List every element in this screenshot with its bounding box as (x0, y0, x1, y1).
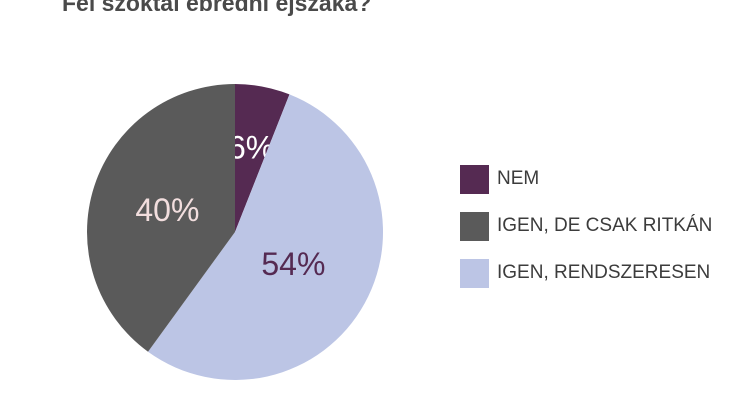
legend-label-igen-rendszeresen: IGEN, RENDSZERESEN (497, 262, 711, 283)
legend-item-igen-rendszeresen: IGEN, RENDSZERESEN (460, 258, 712, 288)
pie-slice-nem (235, 83, 290, 232)
chart-title: Fel szoktál ébredni éjszaka? (62, 0, 372, 16)
pie-label-igen-de-csak-ritkan: 40% (135, 192, 199, 228)
legend-item-nem: NEM (460, 164, 712, 194)
legend-swatch-igen-ritkan (460, 211, 489, 241)
legend-swatch-nem (460, 164, 489, 194)
pie-slice-igen-rendszeresen (148, 94, 384, 381)
legend-item-igen-ritkan: IGEN, DE CSAK RITKÁN (460, 211, 712, 241)
chart-legend: NEM IGEN, DE CSAK RITKÁN IGEN, RENDSZERE… (460, 164, 712, 305)
pie-label-igen-rendszeresen: 54% (261, 246, 325, 282)
legend-label-igen-ritkan: IGEN, DE CSAK RITKÁN (497, 215, 713, 236)
legend-swatch-igen-rendszeresen (460, 258, 489, 288)
pie-slice-igen-de-csak-ritkan (87, 84, 235, 352)
legend-label-nem: NEM (497, 168, 540, 189)
